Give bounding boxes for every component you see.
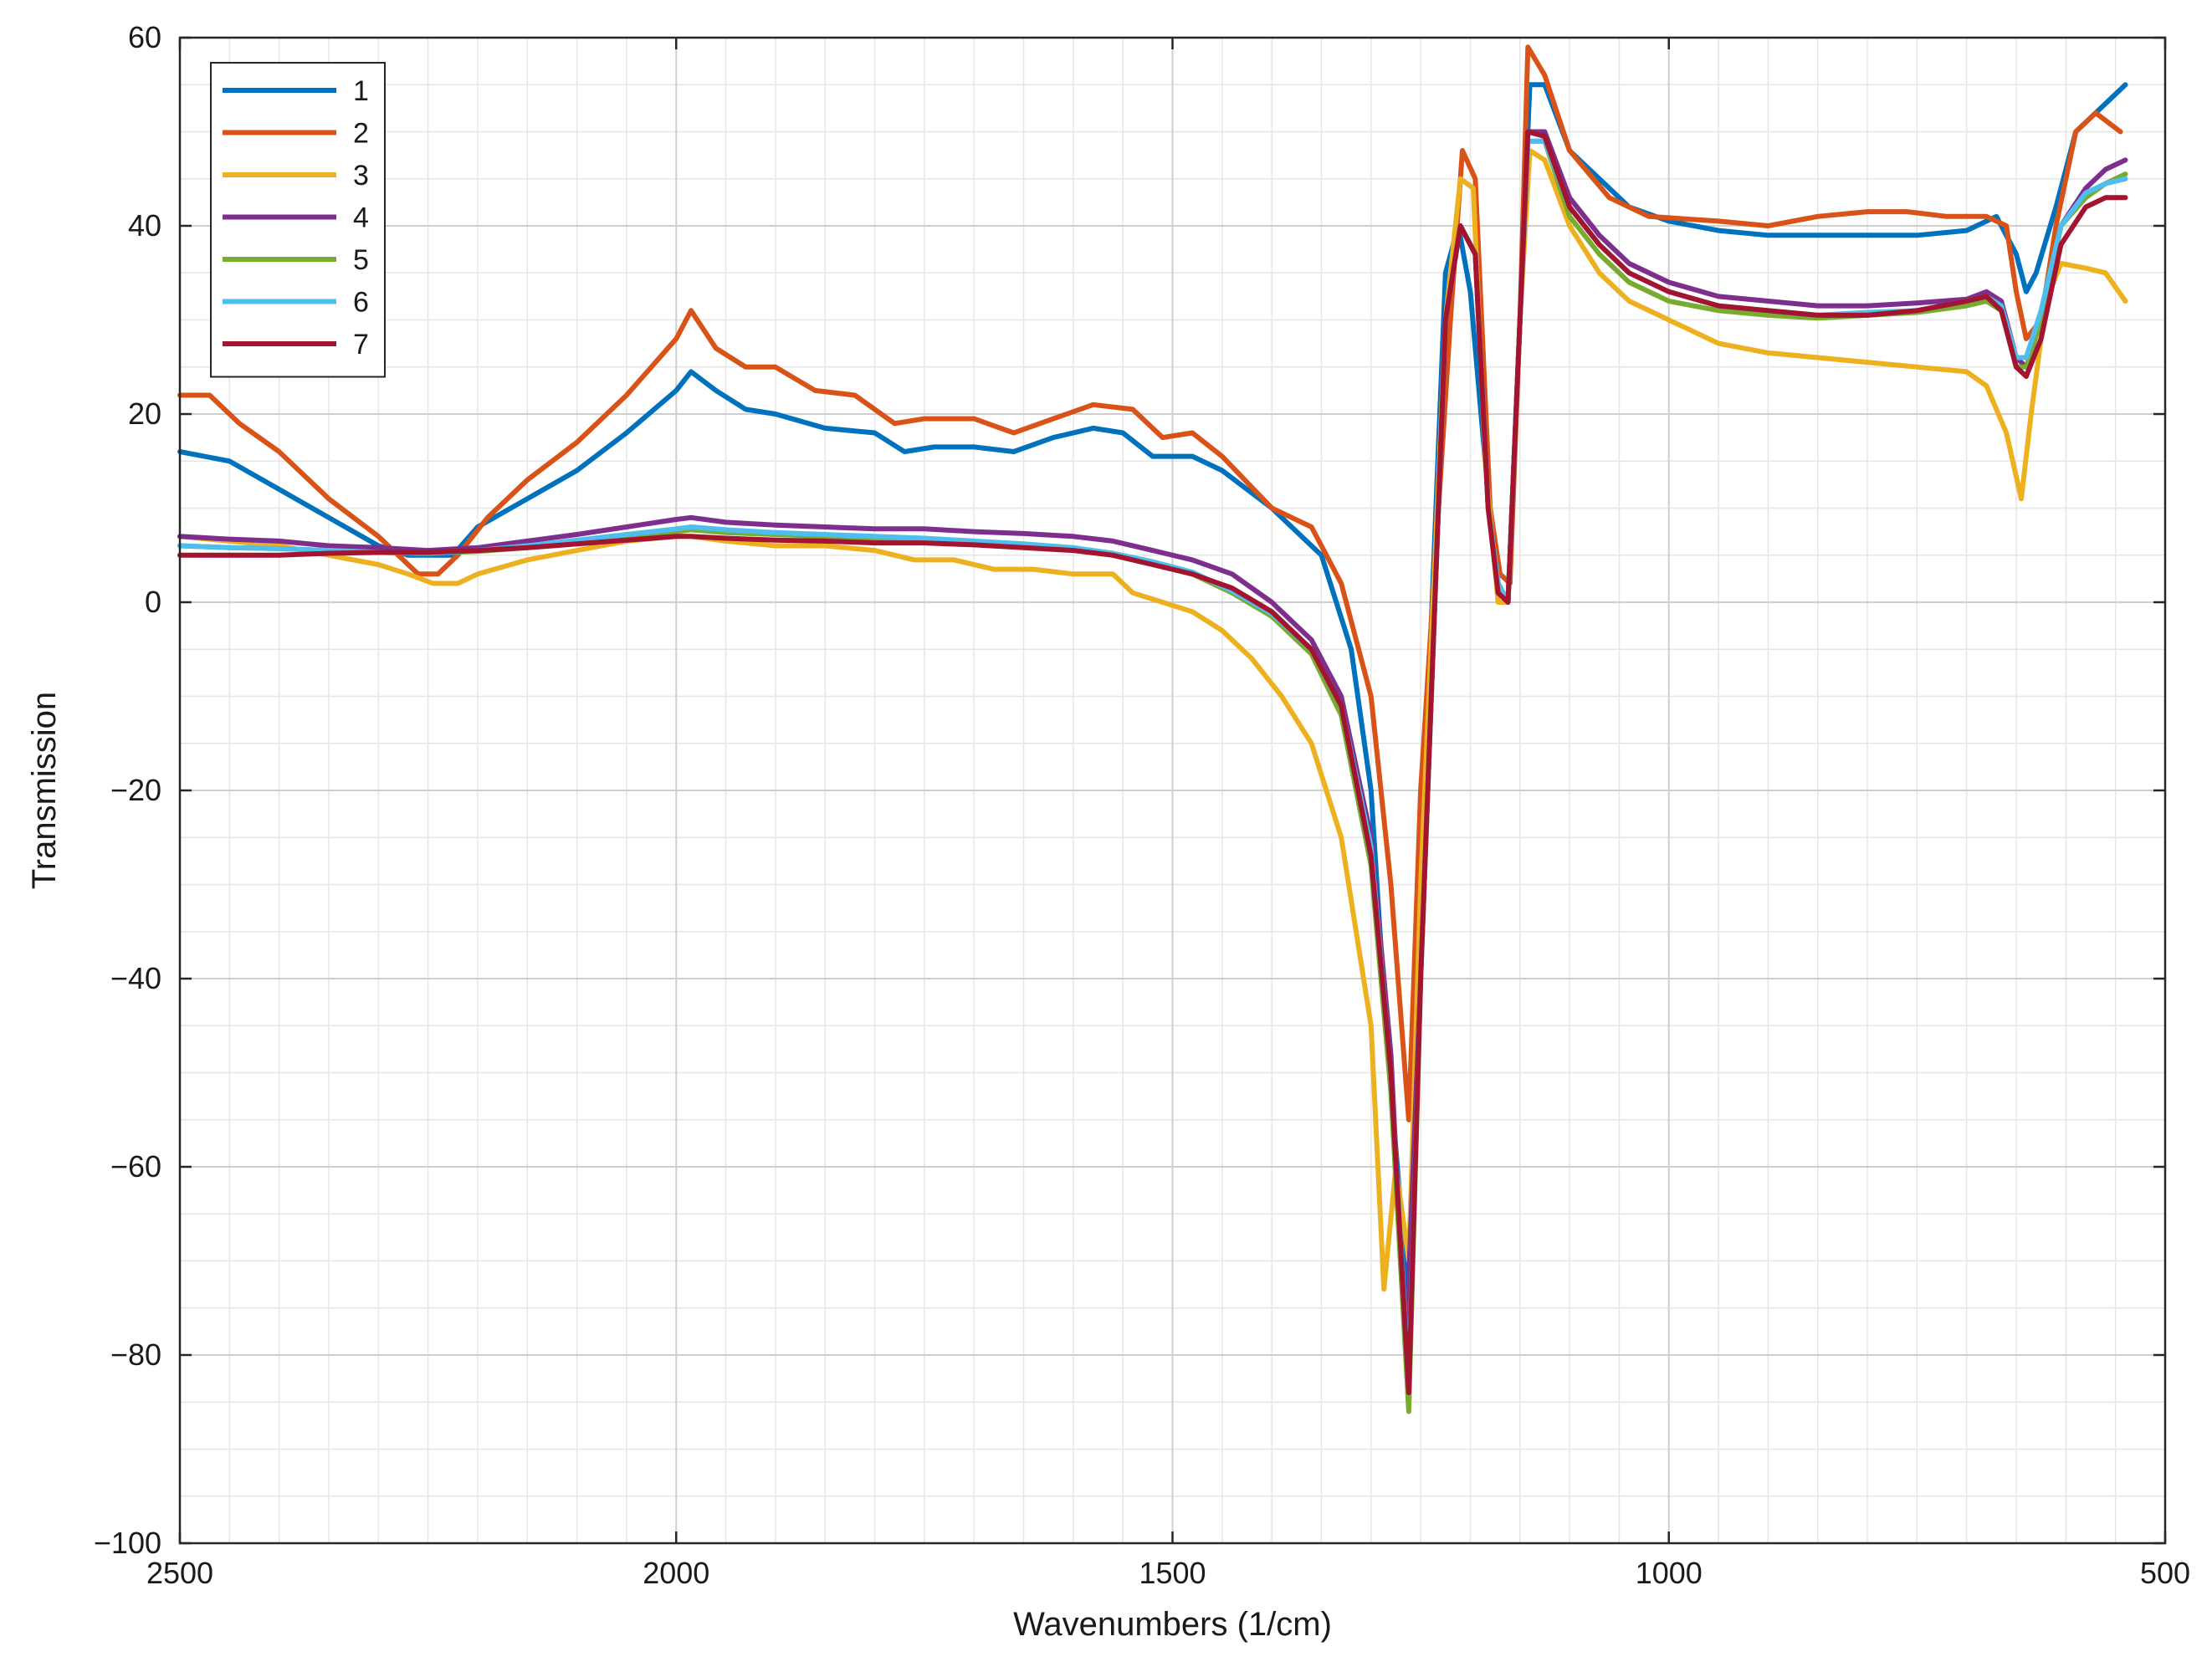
x-axis-ticks: 2500 2000 1500 1000 500	[146, 38, 2190, 1590]
series-line-3	[177, 148, 2128, 1292]
legend-label-7: 7	[353, 329, 369, 361]
legend-label-4: 4	[353, 202, 369, 234]
y-tick-label: 0	[145, 585, 161, 619]
legend-box	[210, 62, 386, 378]
x-axis-label: Wavenumbers (1/cm)	[1013, 1606, 1332, 1643]
series-line-1	[177, 82, 2128, 1311]
y-tick-label: −40	[110, 961, 161, 995]
x-tick-label: 2500	[146, 1556, 213, 1590]
legend: 1 2 3 4 5 6 7	[210, 62, 386, 378]
legend-label-2: 2	[353, 118, 369, 150]
series-line-5	[177, 138, 2128, 1414]
y-tick-label: −80	[110, 1337, 161, 1372]
x-tick-label: 2000	[643, 1556, 709, 1590]
series-line-2	[177, 44, 2123, 1122]
legend-label-5: 5	[353, 244, 369, 276]
x-tick-label: 1500	[1139, 1556, 1206, 1590]
series-line-6	[177, 138, 2128, 1386]
series-lines	[177, 44, 2128, 1414]
x-tick-label: 1000	[1636, 1556, 1703, 1590]
x-tick-label: 500	[2140, 1556, 2190, 1590]
legend-label-1: 1	[353, 75, 369, 107]
y-tick-label: 40	[128, 208, 161, 243]
y-tick-label: −20	[110, 773, 161, 807]
y-tick-label: −60	[110, 1149, 161, 1184]
y-axis-label: Transmission	[26, 692, 63, 889]
y-axis-ticks: 60 40 20 0 −20 −40 −60 −80 −100	[94, 20, 2165, 1560]
y-tick-label: 20	[128, 396, 161, 431]
legend-label-3: 3	[353, 160, 369, 192]
y-tick-label: 60	[128, 20, 161, 54]
series-line-7	[177, 129, 2128, 1395]
legend-label-6: 6	[353, 287, 369, 319]
y-tick-label: −100	[94, 1526, 161, 1560]
